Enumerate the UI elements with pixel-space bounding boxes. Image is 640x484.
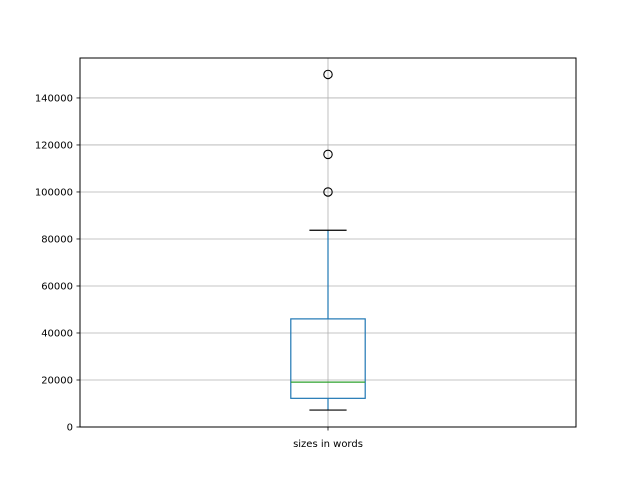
y-tick-label: 40000	[41, 328, 73, 339]
y-tick-label: 140000	[35, 93, 73, 104]
y-tick-label: 0	[67, 423, 73, 434]
y-tick-label: 120000	[35, 140, 73, 151]
x-tick-label: sizes in words	[293, 439, 363, 450]
y-tick-label: 80000	[41, 234, 73, 245]
plot-area	[290, 69, 366, 411]
box-iqr	[290, 318, 366, 399]
outlier-point	[323, 187, 333, 197]
y-tick-label: 20000	[41, 375, 73, 386]
outlier-point	[323, 69, 333, 80]
y-axis: 0 20000 40000 60000 80000 100000 120000 140000	[35, 93, 80, 434]
outlier-point	[323, 149, 333, 160]
y-tick-label: 100000	[35, 187, 73, 198]
y-tick-label: 60000	[41, 281, 73, 292]
x-axis: sizes in words	[293, 427, 363, 450]
